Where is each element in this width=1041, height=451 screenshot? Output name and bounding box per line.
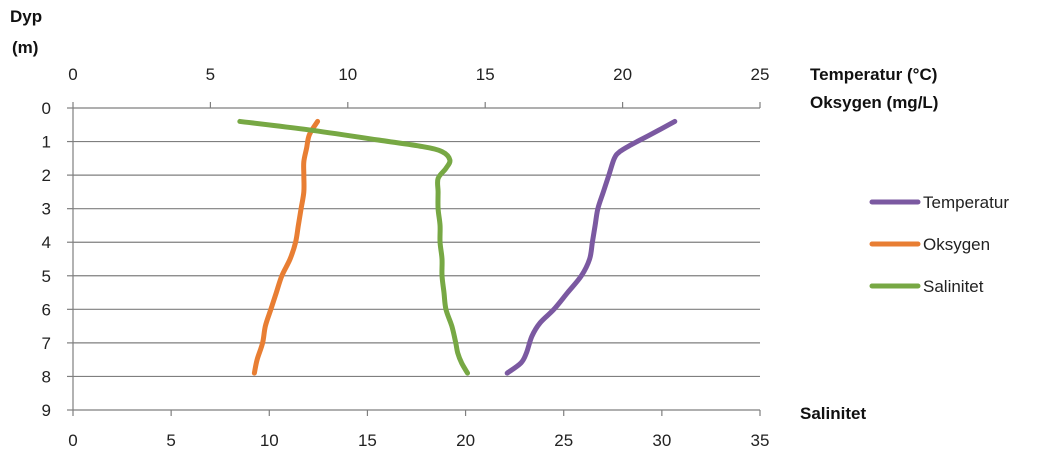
y-axis-title-line2: (m) — [12, 38, 38, 57]
top-tick-label: 5 — [206, 65, 215, 84]
top-tick-label: 20 — [613, 65, 632, 84]
y-axis-title-line1: Dyp — [10, 7, 42, 26]
depth-tick-label: 5 — [42, 267, 51, 286]
top-tick-label: 10 — [338, 65, 357, 84]
series-line-salinitet — [237, 118, 471, 376]
bottom-tick-label: 5 — [166, 431, 175, 450]
depth-axis: 0 1 2 3 4 5 6 7 8 9 — [42, 99, 74, 420]
depth-tick-label: 7 — [42, 334, 51, 353]
top-axis: 0 5 10 15 20 25 — [68, 65, 769, 108]
bottom-tick-label: 25 — [554, 431, 573, 450]
legend-label-temperatur: Temperatur — [923, 193, 1009, 212]
bottom-tick-label: 0 — [68, 431, 77, 450]
bottom-tick-label: 10 — [260, 431, 279, 450]
depth-tick-label: 3 — [42, 200, 51, 219]
depth-tick-label: 9 — [42, 401, 51, 420]
top-tick-label: 25 — [751, 65, 770, 84]
depth-tick-label: 1 — [42, 133, 51, 152]
depth-tick-label: 4 — [42, 233, 51, 252]
top-tick-label: 15 — [476, 65, 495, 84]
depth-tick-label: 0 — [42, 99, 51, 118]
gridlines — [73, 107, 760, 411]
depth-tick-label: 6 — [42, 300, 51, 319]
bottom-tick-label: 20 — [456, 431, 475, 450]
top-tick-label: 0 — [68, 65, 77, 84]
series-line-temperatur — [504, 118, 678, 376]
bottom-tick-label: 15 — [358, 431, 377, 450]
legend-label-salinitet: Salinitet — [923, 277, 984, 296]
top-axis-title-oxygen: Oksygen (mg/L) — [810, 93, 938, 112]
legend: Temperatur Oksygen Salinitet — [869, 193, 1009, 296]
bottom-tick-label: 30 — [652, 431, 671, 450]
series-lines — [237, 118, 678, 376]
legend-label-oksygen: Oksygen — [923, 235, 990, 254]
depth-tick-label: 2 — [42, 166, 51, 185]
bottom-axis: 0 5 10 15 20 25 30 35 — [68, 410, 769, 450]
series-line-oksygen — [251, 118, 321, 376]
top-axis-title-temperature: Temperatur (°C) — [810, 65, 937, 84]
bottom-tick-label: 35 — [751, 431, 770, 450]
bottom-axis-title: Salinitet — [800, 404, 866, 423]
depth-tick-label: 8 — [42, 367, 51, 386]
